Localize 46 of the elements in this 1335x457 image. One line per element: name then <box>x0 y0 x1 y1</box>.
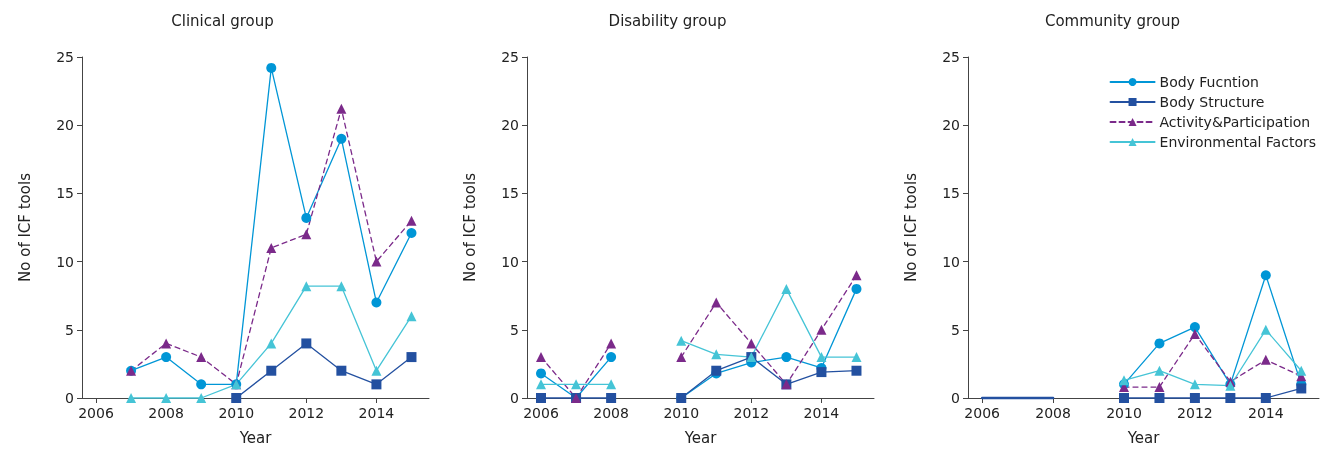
y-tick-label: 10 <box>942 253 960 270</box>
x-tick-label: 2006 <box>78 405 114 421</box>
y-tick-label: 20 <box>56 117 74 134</box>
y-tick-label: 5 <box>65 321 74 338</box>
x-tick-label: 2014 <box>1248 405 1284 421</box>
chart-title: Clinical group <box>171 11 274 30</box>
y-axis-title: No of ICF tools <box>460 172 479 282</box>
chart-title: Community group <box>1044 11 1181 30</box>
y-tick-label: 20 <box>501 117 519 134</box>
y-tick-label: 0 <box>65 390 74 406</box>
y-axis-title: No of ICF tools <box>901 172 920 282</box>
x-tick-label: 2008 <box>148 405 184 421</box>
x-tick-label: 2008 <box>1035 405 1071 421</box>
y-tick-label: 5 <box>510 321 519 338</box>
x-tick-label: 2014 <box>803 405 840 421</box>
y-tick-label: 25 <box>501 49 519 65</box>
y-tick-label: 25 <box>56 49 74 65</box>
y-axis-title: No of ICF tools <box>15 172 34 282</box>
x-tick-label: 2012 <box>733 405 770 421</box>
legend-label: Body Fucntion <box>1159 74 1259 90</box>
x-tick-label: 2010 <box>218 405 255 421</box>
x-tick-label: 2010 <box>663 405 700 421</box>
x-tick-label: 2012 <box>288 405 325 421</box>
y-tick-label: 15 <box>501 185 519 202</box>
y-tick-label: 20 <box>942 117 960 134</box>
x-axis-title: Year <box>1126 428 1161 447</box>
x-tick-label: 2008 <box>593 405 629 421</box>
legend-label: Environmental Factors <box>1159 134 1317 150</box>
x-axis-title: Year <box>238 428 273 447</box>
y-tick-label: 0 <box>951 390 960 406</box>
y-tick-label: 10 <box>56 253 74 270</box>
y-tick-label: 0 <box>510 390 519 406</box>
x-tick-label: 2014 <box>358 405 395 421</box>
y-tick-label: 10 <box>501 253 519 270</box>
legend-label: Activity&Participation <box>1159 114 1311 130</box>
x-tick-label: 2010 <box>1106 405 1142 421</box>
x-tick-label: 2006 <box>964 405 1001 421</box>
legend-label: Body Structure <box>1159 94 1265 110</box>
x-tick-label: 2012 <box>1177 405 1213 421</box>
x-tick-label: 2006 <box>523 405 559 421</box>
y-tick-label: 15 <box>942 185 960 202</box>
x-axis-title: Year <box>683 428 718 447</box>
y-tick-label: 15 <box>56 185 74 202</box>
chart-title: Disability group <box>608 11 727 30</box>
y-tick-label: 25 <box>942 49 960 65</box>
y-tick-label: 5 <box>951 321 960 338</box>
